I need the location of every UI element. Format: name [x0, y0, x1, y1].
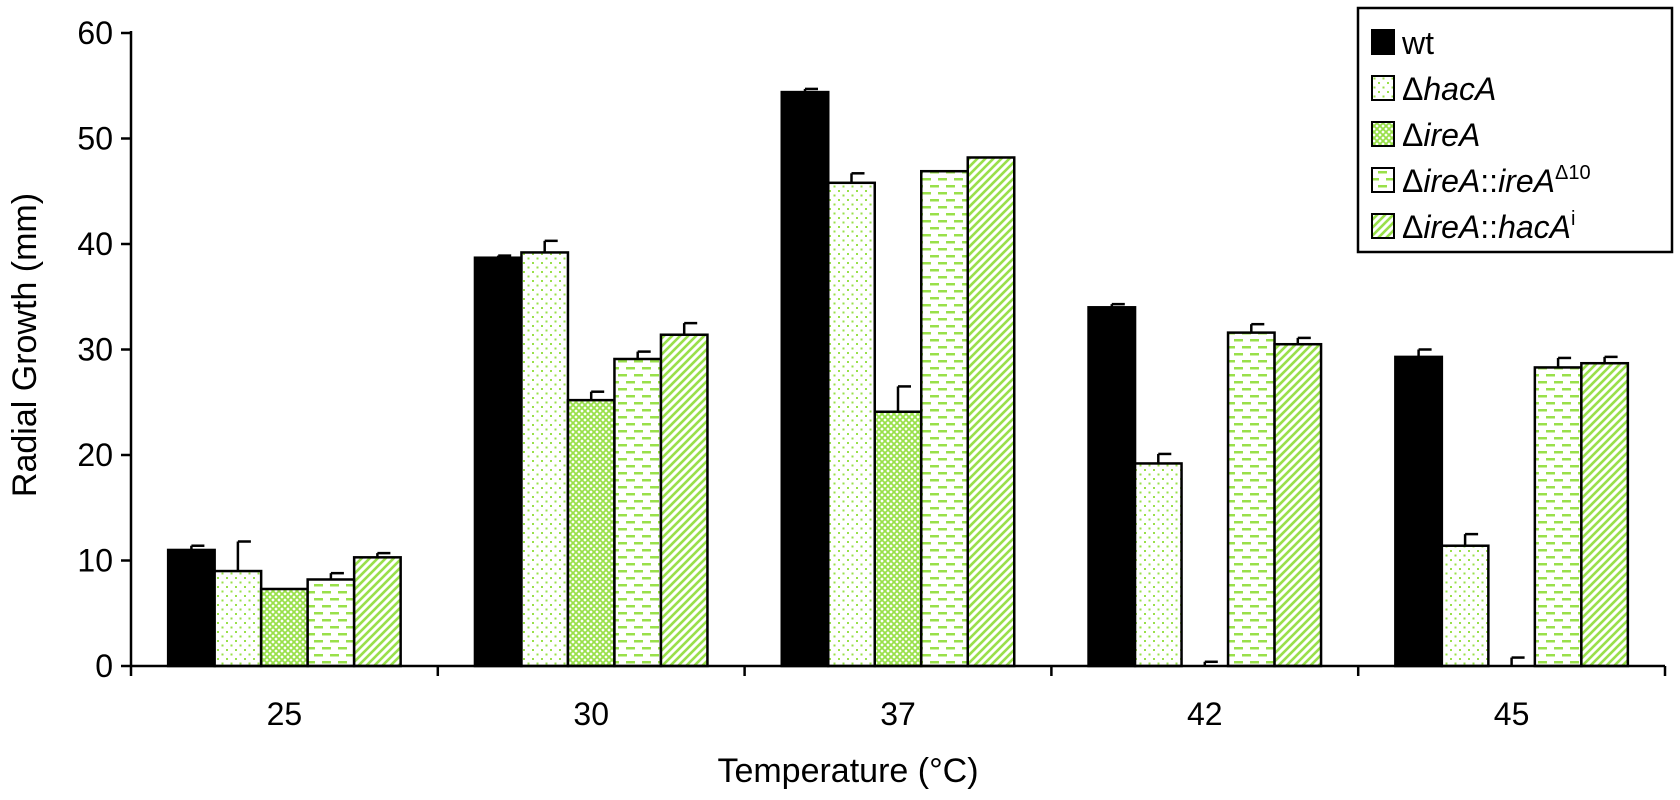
legend-box	[1356, 6, 1674, 254]
bar-series-4-37	[920, 169, 969, 668]
error-bars-group	[190, 87, 1618, 666]
legend-swatch-series-2	[1371, 75, 1395, 101]
y-tick-label-60: 60	[77, 15, 113, 51]
bar-series-2-37	[827, 181, 876, 668]
bar-series-5-30	[659, 333, 709, 668]
bar-series-2-30	[520, 251, 570, 668]
bar-series-5-45	[1580, 361, 1630, 668]
bar-series-1-37	[780, 90, 830, 668]
legend-label-series-5: ΔireA::hacAi	[1402, 208, 1575, 245]
legend-label-series-2: ΔhacA	[1402, 71, 1496, 107]
y-tick-label-10: 10	[77, 543, 113, 579]
bar-series-3-37	[873, 410, 923, 668]
y-tick-label-30: 30	[77, 332, 113, 368]
axes-group	[121, 31, 1667, 676]
plot-area: 0 10 20 30 40 50 60 25 30 37 42 45	[77, 15, 1667, 732]
bar-series-2-25	[213, 569, 263, 668]
legend-swatch-series-4	[1371, 167, 1395, 193]
x-tick-label-42: 42	[1187, 696, 1223, 732]
bar-series-5-42	[1273, 342, 1323, 668]
bars-group	[166, 90, 1630, 668]
legend-label-series-4: ΔireA::ireAΔ10	[1402, 162, 1591, 199]
bar-series-5-25	[352, 556, 402, 668]
legend-swatch-series-3	[1371, 121, 1395, 147]
bar-series-3-30	[566, 398, 616, 668]
x-axis-title: Temperature (°C)	[717, 752, 978, 790]
bar-series-1-30	[473, 256, 523, 668]
bar-series-2-42	[1133, 462, 1183, 668]
bar-series-4-30	[613, 357, 663, 668]
bar-series-1-45	[1394, 355, 1444, 668]
y-tick-label-20: 20	[77, 437, 113, 473]
bar-series-4-42	[1226, 331, 1276, 668]
x-tick-label-30: 30	[573, 696, 609, 732]
y-tick-label-50: 50	[77, 121, 113, 157]
bar-series-2-45	[1440, 544, 1490, 668]
bar-series-1-25	[166, 548, 216, 668]
y-tick-label-40: 40	[77, 226, 113, 262]
legend-swatch-series-5	[1371, 213, 1395, 239]
bar-series-1-42	[1087, 306, 1137, 668]
legend-label-series-3: ΔireA	[1402, 117, 1480, 153]
bar-series-4-25	[306, 578, 356, 668]
y-axis-title: Radial Growth (mm)	[6, 193, 44, 497]
tick-labels-group: 0 10 20 30 40 50 60 25 30 37 42 45	[77, 15, 1529, 732]
bar-series-4-45	[1533, 366, 1583, 668]
x-tick-label-25: 25	[267, 696, 303, 732]
legend-swatch-series-1	[1371, 29, 1395, 55]
legend-label-series-1: wt	[1401, 25, 1434, 61]
bar-series-5-37	[966, 156, 1016, 668]
bar-series-3-25	[259, 587, 309, 668]
x-tick-label-45: 45	[1494, 696, 1530, 732]
y-tick-label-0: 0	[95, 648, 113, 684]
x-tick-label-37: 37	[880, 696, 916, 732]
